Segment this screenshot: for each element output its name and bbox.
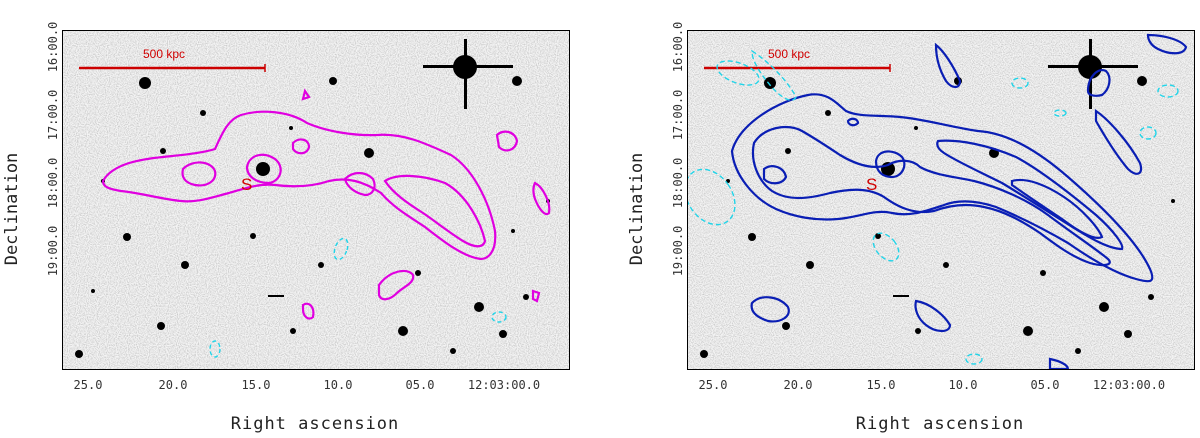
y-tick: 16:00.0 xyxy=(46,21,60,73)
magenta-contours xyxy=(101,88,551,320)
y-tick: 19:00.0 xyxy=(46,225,60,277)
y-tick: 17:00.0 xyxy=(671,89,685,141)
source-label: S xyxy=(241,175,253,194)
x-tick: 25.0 xyxy=(73,378,103,392)
left-panel: 500 kpc S 16:00.0 17:00.0 18:00.0 19:00.… xyxy=(0,0,590,438)
x-axis-label: Right ascension xyxy=(230,414,400,434)
x-tick: 25.0 xyxy=(698,378,728,392)
x-tick: 10.0 xyxy=(948,378,978,392)
left-image-svg xyxy=(63,31,569,369)
bright-star xyxy=(423,39,522,109)
right-panel: 500 kpc S 16:00.0 17:00.0 18:00.0 19:00.… xyxy=(625,0,1200,438)
x-tick: 05.0 xyxy=(405,378,435,392)
scale-bar-label: 500 kpc xyxy=(143,47,186,61)
x-tick: 15.0 xyxy=(866,378,896,392)
x-tick: 05.0 xyxy=(1030,378,1060,392)
right-sky-image: 500 kpc S xyxy=(687,30,1195,370)
x-tick: 10.0 xyxy=(323,378,353,392)
x-tick: 20.0 xyxy=(783,378,813,392)
x-tick: 12:03:00.0 xyxy=(1092,378,1166,392)
cyan-contours xyxy=(688,49,1179,365)
scale-bar-label: 500 kpc xyxy=(768,47,811,61)
right-image-svg xyxy=(688,31,1194,369)
left-sky-image: 500 kpc S xyxy=(62,30,570,370)
y-axis-label: Declination xyxy=(2,152,22,266)
field-stars xyxy=(700,77,1175,358)
x-tick: 15.0 xyxy=(241,378,271,392)
blue-contours xyxy=(730,33,1188,369)
source-label: S xyxy=(866,175,878,194)
x-tick: 20.0 xyxy=(158,378,188,392)
y-tick: 18:00.0 xyxy=(46,157,60,209)
y-tick: 17:00.0 xyxy=(46,89,60,141)
cyan-contours xyxy=(209,237,507,358)
x-axis-label: Right ascension xyxy=(855,414,1025,434)
y-tick: 16:00.0 xyxy=(671,21,685,73)
y-tick: 18:00.0 xyxy=(671,157,685,209)
y-tick: 19:00.0 xyxy=(671,225,685,277)
field-stars xyxy=(75,77,550,358)
y-axis-label: Declination xyxy=(627,152,647,266)
x-tick: 12:03:00.0 xyxy=(467,378,541,392)
